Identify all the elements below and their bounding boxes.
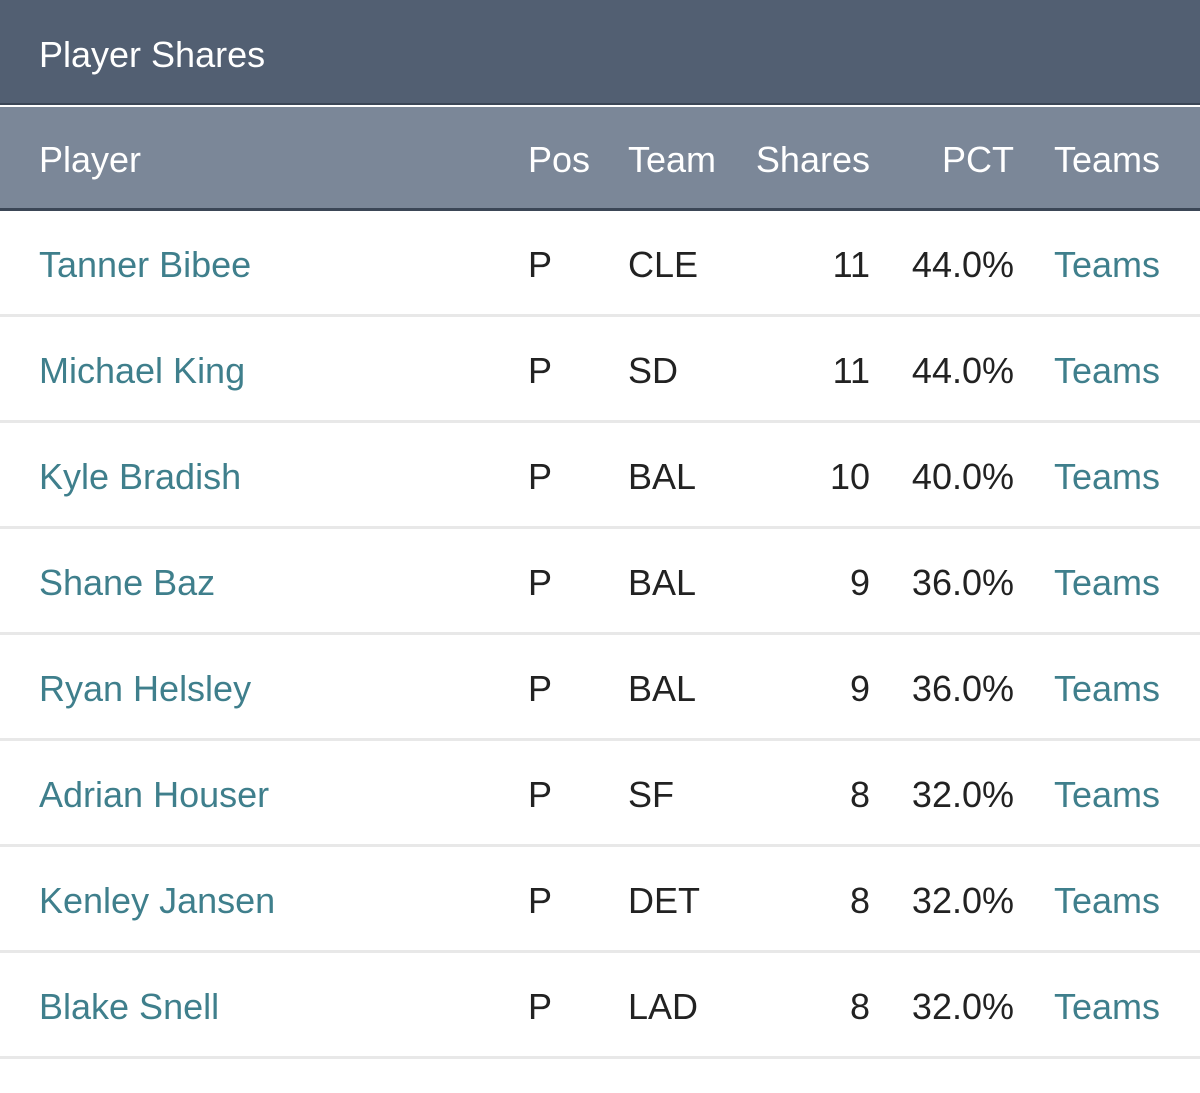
header-team[interactable]: Team xyxy=(628,139,717,180)
teams-link[interactable]: Teams xyxy=(1053,986,1160,1027)
team-cell: SF xyxy=(628,774,675,815)
team-cell: BAL xyxy=(628,668,697,709)
teams-link[interactable]: Teams xyxy=(1053,350,1160,391)
teams-link[interactable]: Teams xyxy=(1053,880,1160,921)
header-shares[interactable]: Shares xyxy=(755,139,870,180)
table-row: Ryan Helsley P BAL 9 36.0% Teams xyxy=(0,635,1200,741)
table-row: Blake Snell P LAD 8 32.0% Teams xyxy=(0,953,1200,1059)
shares-cell: 8 xyxy=(849,774,870,815)
header-pct[interactable]: PCT xyxy=(942,139,1014,180)
page-title: Player Shares xyxy=(39,34,266,75)
teams-link[interactable]: Teams xyxy=(1053,562,1160,603)
team-cell: BAL xyxy=(628,456,697,497)
teams-link[interactable]: Teams xyxy=(1053,244,1160,285)
pct-cell: 44.0% xyxy=(911,350,1014,391)
header-teams[interactable]: Teams xyxy=(1053,139,1160,180)
position-cell: P xyxy=(528,562,553,603)
table-row: Tanner Bibee P CLE 11 44.0% Teams xyxy=(0,211,1200,317)
pct-cell: 32.0% xyxy=(911,986,1014,1027)
table-header: Player Pos Team Shares PCT Teams xyxy=(0,107,1200,211)
player-link[interactable]: Michael King xyxy=(39,350,246,391)
player-link[interactable]: Kyle Bradish xyxy=(39,456,242,497)
team-cell: SD xyxy=(628,350,679,391)
position-cell: P xyxy=(528,668,553,709)
shares-cell: 8 xyxy=(849,880,870,921)
player-link[interactable]: Kenley Jansen xyxy=(39,880,276,921)
pct-cell: 36.0% xyxy=(911,562,1014,603)
shares-cell: 9 xyxy=(849,668,870,709)
position-cell: P xyxy=(528,350,553,391)
shares-cell: 8 xyxy=(849,986,870,1027)
table-body: Tanner Bibee P CLE 11 44.0% Teams Michae… xyxy=(0,211,1200,1059)
shares-cell: 9 xyxy=(849,562,870,603)
table-row: Adrian Houser P SF 8 32.0% Teams xyxy=(0,741,1200,847)
pct-cell: 40.0% xyxy=(911,456,1014,497)
table-row: Michael King P SD 11 44.0% Teams xyxy=(0,317,1200,423)
team-cell: CLE xyxy=(628,244,699,285)
position-cell: P xyxy=(528,244,553,285)
pct-cell: 32.0% xyxy=(911,880,1014,921)
table-row: Shane Baz P BAL 9 36.0% Teams xyxy=(0,529,1200,635)
teams-link[interactable]: Teams xyxy=(1053,668,1160,709)
team-cell: BAL xyxy=(628,562,697,603)
position-cell: P xyxy=(528,456,553,497)
pct-cell: 44.0% xyxy=(911,244,1014,285)
teams-link[interactable]: Teams xyxy=(1053,456,1160,497)
header-pos[interactable]: Pos xyxy=(528,139,591,180)
team-cell: LAD xyxy=(628,986,699,1027)
pct-cell: 36.0% xyxy=(911,668,1014,709)
player-link[interactable]: Tanner Bibee xyxy=(39,244,252,285)
shares-cell: 11 xyxy=(832,244,870,285)
shares-cell: 10 xyxy=(829,456,870,497)
shares-cell: 11 xyxy=(832,350,870,391)
position-cell: P xyxy=(528,774,553,815)
team-cell: DET xyxy=(628,880,700,921)
player-link[interactable]: Blake Snell xyxy=(39,986,220,1027)
table-row: Kyle Bradish P BAL 10 40.0% Teams xyxy=(0,423,1200,529)
header-player[interactable]: Player xyxy=(39,139,142,180)
teams-link[interactable]: Teams xyxy=(1053,774,1160,815)
pct-cell: 32.0% xyxy=(911,774,1014,815)
title-bar: Player Shares xyxy=(0,0,1200,105)
player-link[interactable]: Ryan Helsley xyxy=(39,668,252,709)
table-row: Kenley Jansen P DET 8 32.0% Teams xyxy=(0,847,1200,953)
player-link[interactable]: Shane Baz xyxy=(39,562,216,603)
position-cell: P xyxy=(528,880,553,921)
player-link[interactable]: Adrian Houser xyxy=(39,774,270,815)
position-cell: P xyxy=(528,986,553,1027)
